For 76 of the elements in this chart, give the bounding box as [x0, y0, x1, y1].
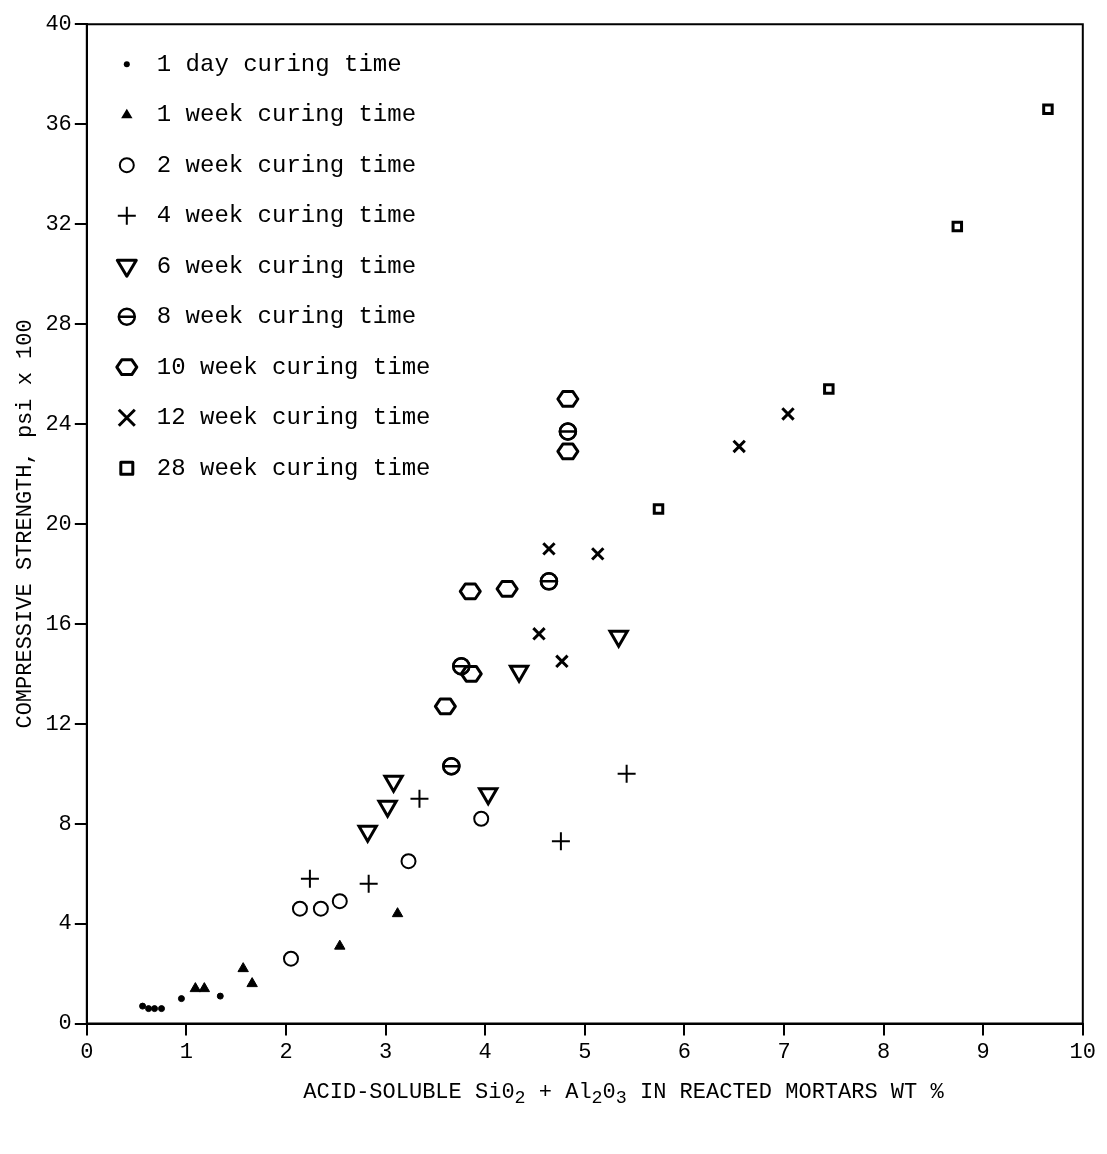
y-tick-label: 4	[58, 911, 72, 937]
point	[177, 995, 185, 1003]
legend-label: 1 day curing time	[156, 50, 402, 78]
point	[139, 1002, 147, 1010]
x-tick-label: 5	[578, 1039, 592, 1065]
point	[495, 580, 519, 598]
x-tick-label: 10	[1069, 1039, 1096, 1065]
point	[198, 982, 211, 993]
legend-label: 2 week curing time	[156, 151, 417, 179]
legend-label: 10 week curing time	[156, 353, 431, 381]
legend-label: 8 week curing time	[156, 303, 417, 331]
x-tick-label: 6	[677, 1039, 691, 1065]
point	[541, 541, 557, 557]
x-tick-label: 2	[279, 1039, 293, 1065]
point	[1042, 103, 1054, 115]
point	[400, 853, 417, 870]
point	[951, 220, 964, 233]
y-axis-title: COMPRESSIVE STRENGTH, psi x 100	[13, 319, 39, 729]
y-tick-label: 20	[45, 511, 72, 537]
point	[473, 810, 490, 827]
point	[151, 1005, 159, 1013]
point	[452, 657, 471, 676]
point	[237, 962, 249, 973]
x-axis-title: ACID-SOLUBLE Si0$_{2}$ + Al$_{2}$0$_{3}$ IN REACTED MORTARS WT %	[302, 1080, 945, 1110]
point	[458, 582, 482, 601]
point	[780, 406, 796, 422]
y-tick-label: 36	[45, 111, 72, 137]
y-tick-label: 12	[45, 711, 72, 737]
x-tick-label: 9	[976, 1039, 990, 1065]
point	[358, 873, 379, 894]
point	[539, 572, 559, 591]
point	[556, 390, 580, 408]
point	[312, 900, 329, 917]
x-tick-label: 3	[379, 1039, 393, 1065]
point	[291, 900, 308, 917]
legend-label: 4 week curing time	[156, 202, 417, 230]
point	[433, 697, 457, 716]
y-tick-label: 8	[58, 811, 72, 837]
point	[299, 868, 320, 889]
y-tick-label: 32	[45, 211, 72, 237]
point	[331, 893, 348, 910]
point	[409, 788, 430, 809]
y-tick-label: 16	[45, 611, 72, 637]
point	[556, 442, 580, 461]
point	[616, 763, 637, 784]
point	[823, 383, 835, 395]
point	[216, 992, 224, 1000]
legend-label: 6 week curing time	[156, 252, 417, 280]
point	[282, 950, 299, 967]
x-tick-label: 4	[478, 1039, 492, 1065]
point	[189, 982, 202, 993]
point	[334, 939, 346, 950]
point	[145, 1005, 153, 1013]
y-tick-label: 28	[45, 311, 72, 337]
legend-label: 28 week curing time	[156, 454, 431, 482]
point	[158, 1005, 165, 1013]
point	[531, 626, 547, 641]
y-tick-label: 24	[45, 411, 72, 437]
point	[554, 654, 570, 669]
y-tick-label: 40	[45, 12, 72, 38]
point	[246, 977, 258, 988]
point	[652, 503, 665, 515]
point	[558, 422, 578, 441]
x-tick-label: 1	[179, 1039, 194, 1065]
x-tick-label: 7	[777, 1039, 791, 1065]
x-tick-label: 8	[877, 1039, 891, 1065]
legend-label: 12 week curing time	[156, 404, 431, 432]
point	[442, 757, 461, 776]
x-tick-label: 0	[80, 1039, 94, 1065]
point	[550, 831, 571, 852]
point	[732, 439, 747, 454]
point	[459, 664, 483, 683]
point	[590, 546, 605, 562]
legend-label: 1 week curing time	[156, 101, 417, 129]
point	[391, 907, 404, 918]
y-tick-label: 0	[58, 1011, 72, 1037]
